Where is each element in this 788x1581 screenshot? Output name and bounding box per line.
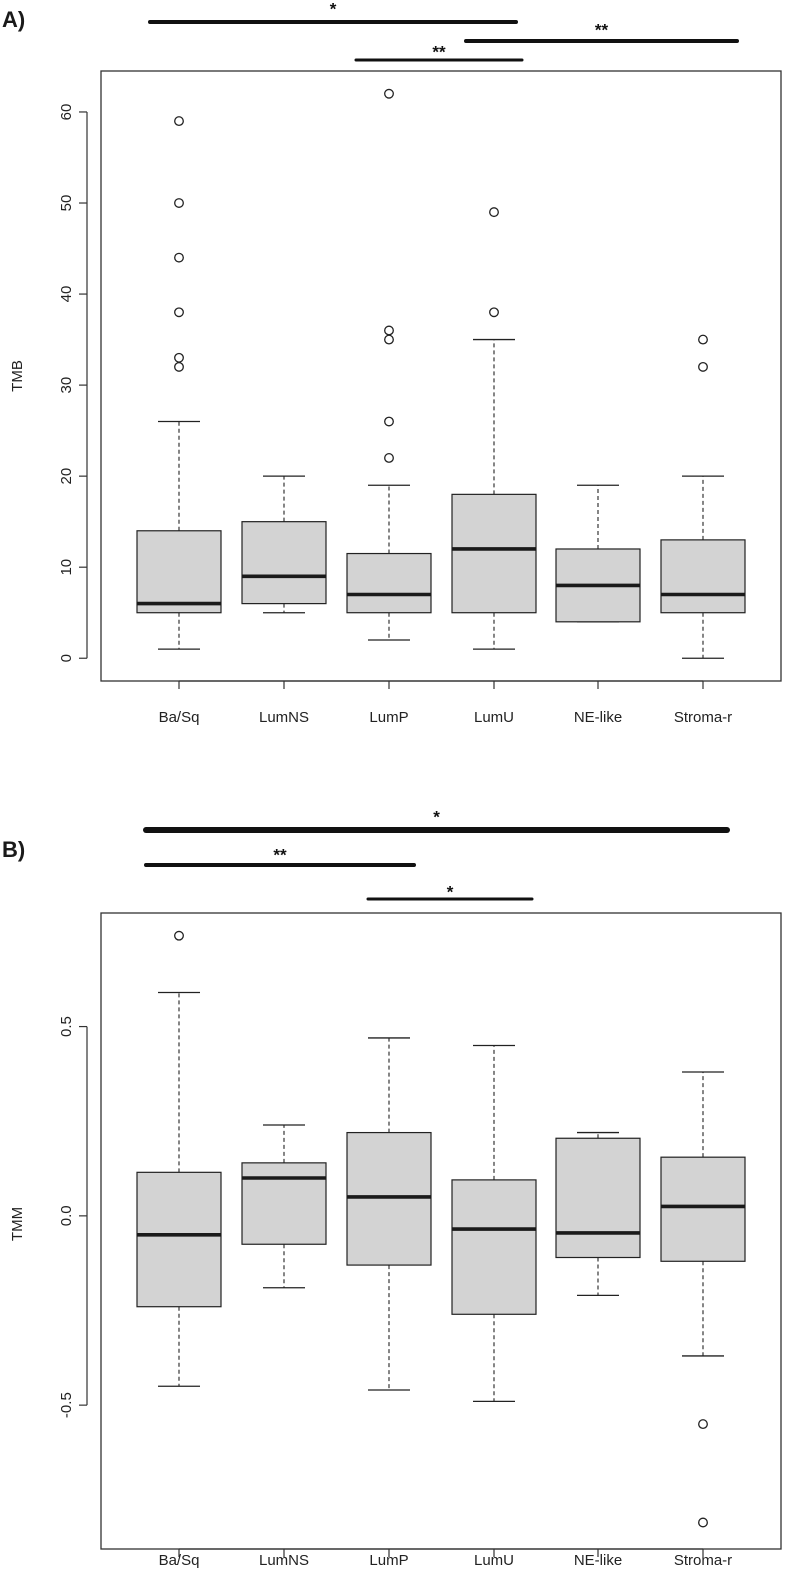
outlier-point: [698, 334, 708, 345]
box-lumns: [241, 475, 327, 614]
iqr-box: [660, 1156, 746, 1262]
iqr-box: [346, 1131, 432, 1266]
x-tick-label: LumU: [474, 1552, 514, 1569]
outlier-point: [174, 930, 184, 941]
iqr-box: [346, 552, 432, 614]
outlier-point: [384, 334, 394, 345]
iqr-box: [660, 539, 746, 614]
panel-label: A): [2, 7, 25, 32]
outlier-point: [174, 252, 184, 263]
box-stroma-r: [660, 334, 746, 659]
box-lumu: [451, 1044, 537, 1403]
significance-label: **: [273, 845, 287, 864]
iqr-box: [136, 530, 222, 614]
x-tick-label: LumNS: [259, 1552, 309, 1569]
significance-label: **: [595, 20, 609, 39]
outlier-point: [174, 352, 184, 363]
iqr-box: [136, 1171, 222, 1308]
outlier-point: [384, 88, 394, 99]
significance-label: *: [330, 0, 337, 18]
x-tick-label: LumNS: [259, 709, 309, 726]
outlier-point: [384, 325, 394, 336]
outlier-point: [698, 1517, 708, 1528]
x-tick-label: LumP: [369, 1552, 408, 1569]
outlier-point: [174, 198, 184, 208]
iqr-box: [241, 1162, 327, 1245]
box-ba-sq: [136, 116, 222, 650]
box-ne-like: [555, 1131, 641, 1297]
y-tick-label: -0.5: [58, 1392, 75, 1418]
outlier-point: [698, 1419, 708, 1430]
y-tick-label: 30: [58, 377, 75, 394]
x-tick-label: LumP: [369, 709, 408, 726]
outlier-point: [174, 307, 184, 318]
outlier-point: [384, 452, 394, 463]
x-tick-label: Ba/Sq: [159, 709, 200, 726]
y-tick-label: 40: [58, 286, 75, 303]
y-tick-label: 0.0: [58, 1205, 75, 1226]
outlier-point: [698, 361, 708, 372]
x-tick-label: NE-like: [574, 1552, 622, 1569]
x-tick-label: Ba/Sq: [159, 1552, 200, 1569]
y-tick-label: 20: [58, 468, 75, 485]
box-ne-like: [555, 484, 641, 623]
x-tick-label: NE-like: [574, 709, 622, 726]
outlier-point: [384, 416, 394, 427]
box-lump: [346, 1037, 432, 1391]
y-axis-title: TMB: [9, 360, 26, 392]
panel-label: B): [2, 837, 25, 862]
y-tick-label: 50: [58, 195, 75, 212]
outlier-point: [174, 361, 184, 372]
box-lumns: [241, 1124, 327, 1289]
iqr-box: [241, 521, 327, 605]
outlier-point: [174, 116, 184, 127]
iqr-box: [451, 1179, 537, 1315]
outlier-point: [489, 307, 499, 318]
iqr-box: [451, 493, 537, 614]
box-lump: [346, 88, 432, 641]
box-ba-sq: [136, 930, 222, 1387]
x-tick-label: Stroma-r: [674, 709, 732, 726]
significance-label: **: [432, 42, 446, 61]
y-tick-label: 0: [58, 654, 75, 662]
y-tick-label: 0.5: [58, 1016, 75, 1037]
chart-panel-a: A) 0 10 20 30 40 50 60 TMB Ba/Sq LumNS LumP LumU NE-l…: [2, 0, 782, 726]
chart-panel-b: B) -0.5 0.0 0.5 TMM Ba/Sq LumNS LumP LumU NE-like…: [2, 807, 782, 1569]
significance-label: *: [447, 882, 454, 901]
y-axis-title: TMM: [9, 1207, 26, 1241]
box-lumu: [451, 207, 537, 650]
x-tick-label: Stroma-r: [674, 1552, 732, 1569]
y-tick-label: 60: [58, 104, 75, 121]
x-tick-label: LumU: [474, 709, 514, 726]
iqr-box: [555, 1137, 641, 1259]
significance-label: *: [433, 807, 440, 826]
outlier-point: [489, 207, 499, 218]
box-stroma-r: [660, 1071, 746, 1528]
y-tick-label: 10: [58, 559, 75, 576]
